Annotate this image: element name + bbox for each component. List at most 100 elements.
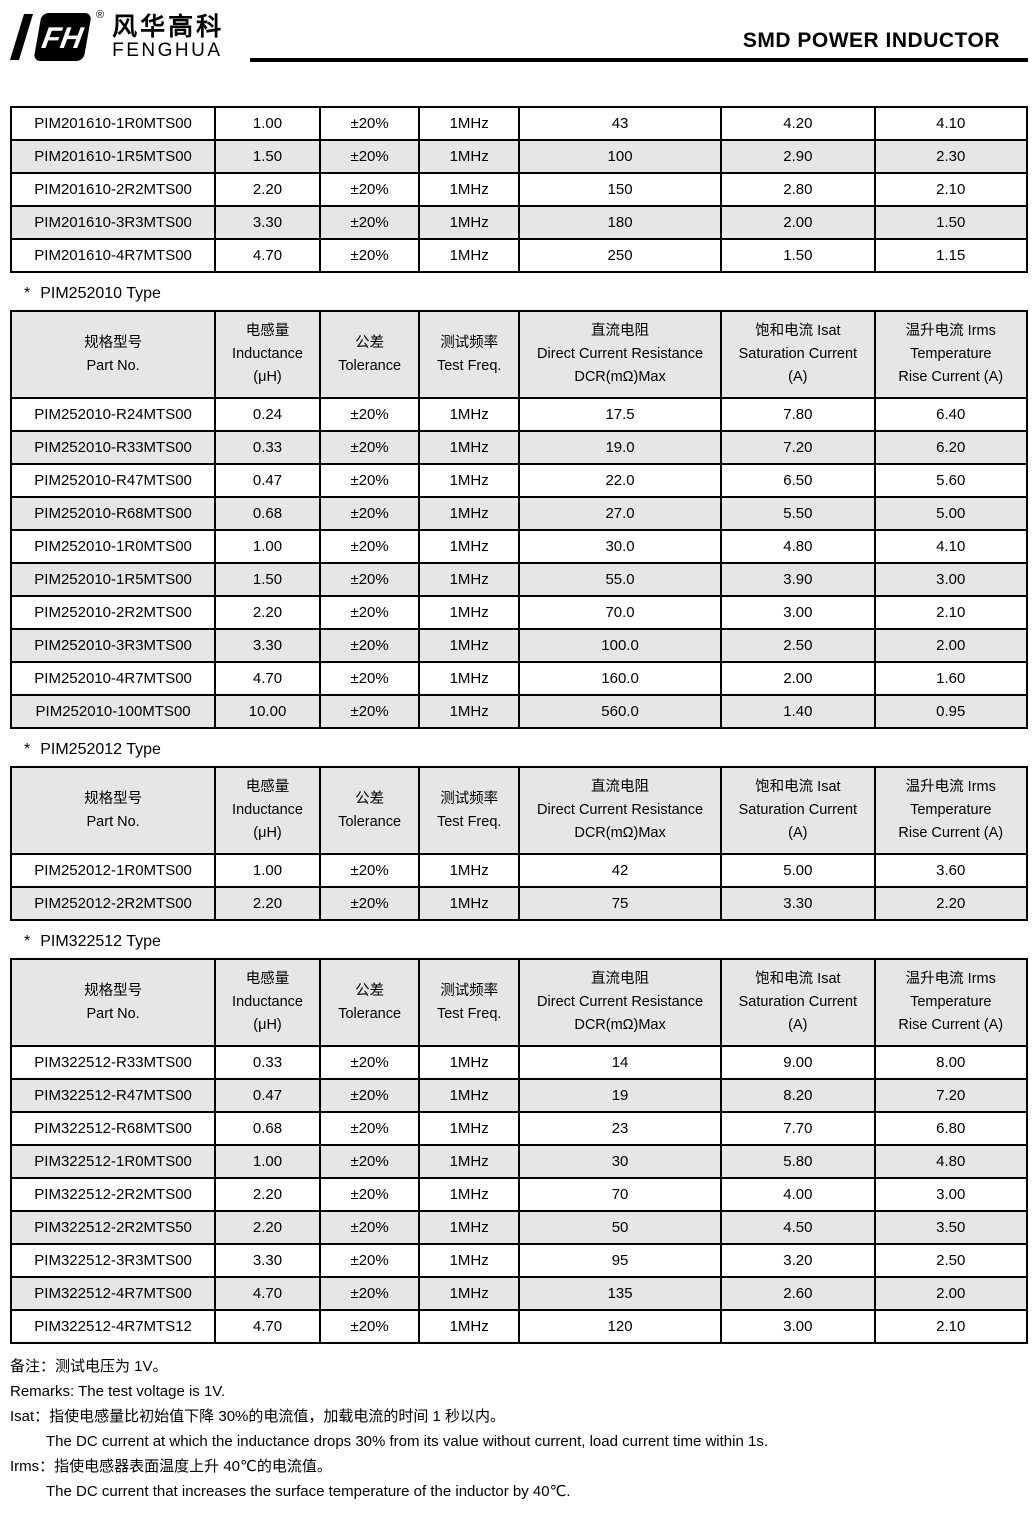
value-cell: 6.80 xyxy=(873,1111,1029,1146)
value-cell: 1.00 xyxy=(214,529,321,564)
page-title: SMD POWER INDUCTOR xyxy=(742,29,1000,52)
value-cell: 23 xyxy=(517,1111,723,1146)
value-cell: 4.70 xyxy=(214,1309,321,1344)
value-cell: 1MHz xyxy=(418,397,520,432)
value-cell: 2.60 xyxy=(720,1276,876,1311)
section-label: PIM322512 Type xyxy=(40,933,161,950)
value-cell: ±20% xyxy=(318,853,421,888)
part-no-cell: PIM322512-2R2MTS00 xyxy=(9,1177,217,1212)
value-cell: 1MHz xyxy=(418,139,520,174)
column-header: 直流电阻 Direct Current Resistance DCR(mΩ)Max xyxy=(517,766,723,855)
value-cell: 1.00 xyxy=(214,853,321,888)
footnote-irms-cn: Irms：指使电感器表面温度上升 40℃的电流值。 xyxy=(10,1458,332,1475)
value-cell: 1MHz xyxy=(418,1243,520,1278)
value-cell: 7.80 xyxy=(720,397,876,432)
column-header: 规格型号 Part No. xyxy=(9,766,217,855)
value-cell: 1MHz xyxy=(418,430,520,465)
value-cell: 2.50 xyxy=(720,628,876,663)
column-header: 直流电阻 Direct Current Resistance DCR(mΩ)Max xyxy=(517,958,723,1047)
section-title-pim252012: * PIM252012 Type xyxy=(24,741,1028,759)
value-cell: 2.20 xyxy=(214,886,321,921)
value-cell: 2.20 xyxy=(214,1210,321,1245)
value-cell: 19.0 xyxy=(517,430,723,465)
value-cell: 560.0 xyxy=(517,694,723,729)
pim201610-table: PIM201610-1R0MTS00 1.00 ±20% 1MHz 43 4.20 4.10… xyxy=(9,106,1029,273)
value-cell: 4.20 xyxy=(720,106,876,141)
table-header-row: 规格型号 Part No. 电感量 Inductance (μH) 公差 Tolerance… xyxy=(9,766,1029,855)
section-marker: * xyxy=(24,933,31,950)
table-row: PIM252010-2R2MTS00 2.20 ±20% 1MHz 70.0 3.00 2.… xyxy=(9,595,1029,630)
value-cell: 2.30 xyxy=(873,139,1029,174)
value-cell: 27.0 xyxy=(517,496,723,531)
value-cell: 1MHz xyxy=(418,172,520,207)
value-cell: ±20% xyxy=(318,397,421,432)
value-cell: 1.60 xyxy=(873,661,1029,696)
part-no-cell: PIM252012-2R2MTS00 xyxy=(9,886,217,921)
footnotes: 备注：测试电压为 1V。 Remarks: The test voltage i… xyxy=(10,1354,1028,1504)
value-cell: 2.00 xyxy=(720,661,876,696)
value-cell: ±20% xyxy=(318,694,421,729)
value-cell: ±20% xyxy=(318,1078,421,1113)
section-label: PIM252010 Type xyxy=(40,285,161,302)
value-cell: 1MHz xyxy=(418,106,520,141)
table-header-row: 规格型号 Part No. 电感量 Inductance (μH) 公差 Tolerance… xyxy=(9,310,1029,399)
value-cell: 1MHz xyxy=(418,1045,520,1080)
value-cell: ±20% xyxy=(318,886,421,921)
value-cell: 7.20 xyxy=(873,1078,1029,1113)
footnote-isat-cn: Isat：指使电感量比初始值下降 30%的电流值，加载电流的时间 1 秒以内。 xyxy=(10,1408,506,1425)
value-cell: 1MHz xyxy=(418,1144,520,1179)
value-cell: 2.10 xyxy=(873,595,1029,630)
svg-text:FH: FH xyxy=(39,22,86,55)
table-row: PIM252012-2R2MTS00 2.20 ±20% 1MHz 75 3.30 2.20 xyxy=(9,886,1029,921)
footnote-remarks-en: Remarks: The test voltage is 1V. xyxy=(10,1383,226,1400)
value-cell: 1.00 xyxy=(214,106,321,141)
brand-name-english: FENGHUA xyxy=(112,40,223,61)
value-cell: 4.70 xyxy=(214,1276,321,1311)
value-cell: 3.00 xyxy=(720,1309,876,1344)
section-marker: * xyxy=(24,741,31,758)
column-header: 电感量 Inductance (μH) xyxy=(214,310,321,399)
value-cell: 0.68 xyxy=(214,1111,321,1146)
column-header: 直流电阻 Direct Current Resistance DCR(mΩ)Max xyxy=(517,310,723,399)
value-cell: 14 xyxy=(517,1045,723,1080)
section-marker: * xyxy=(24,285,31,302)
column-header: 测试频率 Test Freq. xyxy=(418,310,520,399)
part-no-cell: PIM201610-2R2MTS00 xyxy=(9,172,217,207)
part-no-cell: PIM252010-R47MTS00 xyxy=(9,463,217,498)
value-cell: 30.0 xyxy=(517,529,723,564)
section-title-pim322512: * PIM322512 Type xyxy=(24,933,1028,951)
table-row: PIM322512-4R7MTS00 4.70 ±20% 1MHz 135 2.60 2.0… xyxy=(9,1276,1029,1311)
value-cell: 0.68 xyxy=(214,496,321,531)
value-cell: 42 xyxy=(517,853,723,888)
table-row: PIM201610-1R0MTS00 1.00 ±20% 1MHz 43 4.20 4.10 xyxy=(9,106,1029,141)
part-no-cell: PIM322512-R68MTS00 xyxy=(9,1111,217,1146)
value-cell: 135 xyxy=(517,1276,723,1311)
part-no-cell: PIM252010-1R5MTS00 xyxy=(9,562,217,597)
value-cell: 1.00 xyxy=(214,1144,321,1179)
part-no-cell: PIM252010-3R3MTS00 xyxy=(9,628,217,663)
value-cell: 1MHz xyxy=(418,529,520,564)
column-header: 温升电流 Irms Temperature Rise Current (A) xyxy=(873,958,1029,1047)
part-no-cell: PIM322512-4R7MTS12 xyxy=(9,1309,217,1344)
table-row: PIM322512-3R3MTS00 3.30 ±20% 1MHz 95 3.20 2.50 xyxy=(9,1243,1029,1278)
value-cell: 55.0 xyxy=(517,562,723,597)
value-cell: 2.20 xyxy=(873,886,1029,921)
footnote-remarks-cn: 备注：测试电压为 1V。 xyxy=(10,1358,168,1375)
value-cell: 1MHz xyxy=(418,595,520,630)
value-cell: 19 xyxy=(517,1078,723,1113)
value-cell: 3.50 xyxy=(873,1210,1029,1245)
table-row: PIM322512-2R2MTS50 2.20 ±20% 1MHz 50 4.50 3.50 xyxy=(9,1210,1029,1245)
value-cell: 150 xyxy=(517,172,723,207)
table-row: PIM252010-R33MTS00 0.33 ±20% 1MHz 19.0 7.20 6.… xyxy=(9,430,1029,465)
value-cell: 43 xyxy=(517,106,723,141)
column-header: 饱和电流 Isat Saturation Current (A) xyxy=(720,310,876,399)
value-cell: 5.80 xyxy=(720,1144,876,1179)
value-cell: 180 xyxy=(517,205,723,240)
value-cell: 250 xyxy=(517,238,723,273)
value-cell: 8.20 xyxy=(720,1078,876,1113)
value-cell: 50 xyxy=(517,1210,723,1245)
value-cell: 1MHz xyxy=(418,694,520,729)
column-header: 温升电流 Irms Temperature Rise Current (A) xyxy=(873,310,1029,399)
value-cell: ±20% xyxy=(318,1210,421,1245)
registered-trademark-icon: ® xyxy=(96,9,105,21)
